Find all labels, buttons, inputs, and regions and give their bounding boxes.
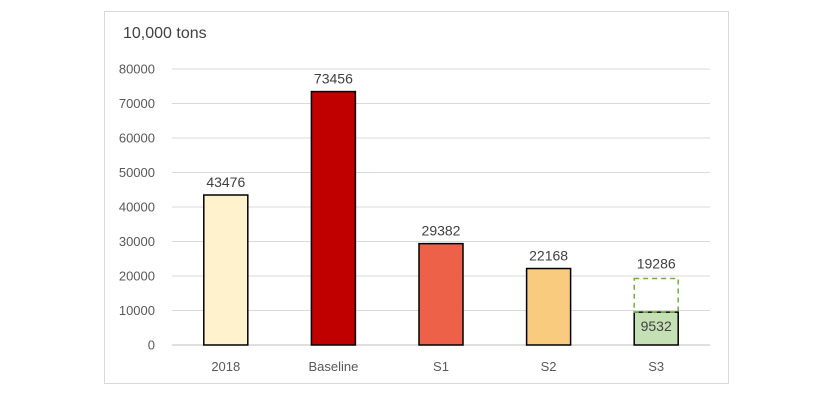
y-tick-label: 20000 <box>119 269 155 284</box>
bar-baseline <box>310 90 357 346</box>
y-tick-label: 30000 <box>119 234 155 249</box>
unit-label: 10,000 tons <box>123 25 207 42</box>
data-label: 29382 <box>422 223 461 239</box>
data-label: 43476 <box>206 174 245 190</box>
y-axis: 0 10000 20000 30000 40000 50000 60000 70000 8000… <box>119 62 155 353</box>
y-tick-label: 40000 <box>119 200 155 215</box>
x-tick-label: S3 <box>648 359 664 374</box>
bars <box>203 90 679 346</box>
data-labels: 43476 73456 29382 22168 19286 9532 <box>206 71 676 335</box>
y-tick-label: 0 <box>148 338 155 353</box>
data-label-s3-total: 19286 <box>637 255 676 271</box>
x-tick-label: 2018 <box>211 359 240 374</box>
y-tick-label: 10000 <box>119 303 155 318</box>
y-tick-label: 50000 <box>119 165 155 180</box>
x-tick-label: S1 <box>433 359 449 374</box>
x-tick-label: S2 <box>541 359 557 374</box>
bar-s3-dashed-total <box>633 277 679 313</box>
data-label: 22168 <box>529 248 568 264</box>
y-tick-label: 70000 <box>119 96 155 111</box>
data-label: 73456 <box>314 71 353 87</box>
bar-s2 <box>525 267 572 346</box>
x-axis: 2018 Baseline S1 S2 S3 <box>211 359 664 374</box>
bar-s1 <box>418 242 464 346</box>
y-tick-label: 80000 <box>119 62 155 77</box>
y-tick-label: 60000 <box>119 131 155 146</box>
data-label-s3: 9532 <box>641 318 672 334</box>
gridlines <box>172 68 710 346</box>
bar-s3 <box>633 311 679 346</box>
x-tick-label: Baseline <box>308 359 358 374</box>
bar-2018 <box>203 194 249 346</box>
